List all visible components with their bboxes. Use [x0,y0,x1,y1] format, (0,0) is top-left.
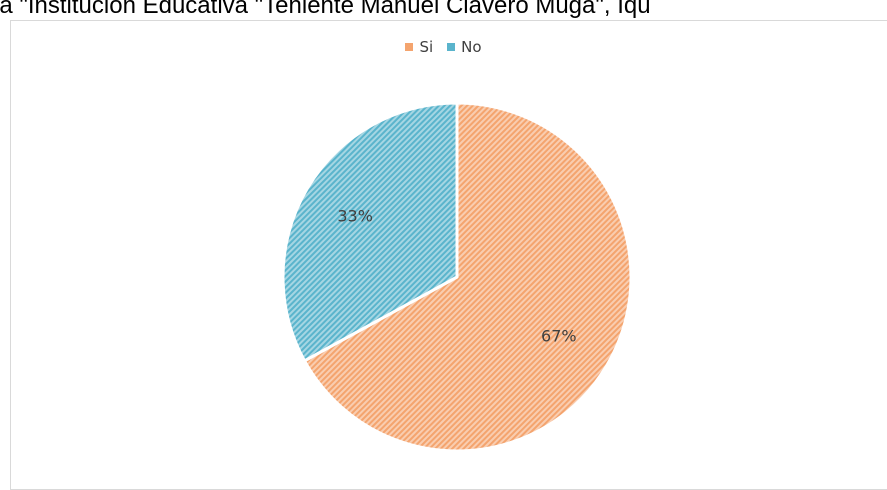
legend-label-si: Si [419,38,434,56]
legend-item-no: No [447,38,482,56]
chart-legend: Si No [0,38,887,56]
legend-swatch-no [447,43,456,51]
data-label-si: 67% [541,327,577,346]
legend-item-si: Si [405,38,433,56]
legend-label-no: No [461,38,482,56]
data-label-no: 33% [337,206,373,225]
pie-slice-no [281,101,459,363]
pie-chart: 67% 33% [281,101,633,453]
pie-slice-si [303,101,633,453]
legend-swatch-si [405,43,414,51]
document-caption-text: ia "Institución Educativa "Teniente Manu… [0,0,651,19]
